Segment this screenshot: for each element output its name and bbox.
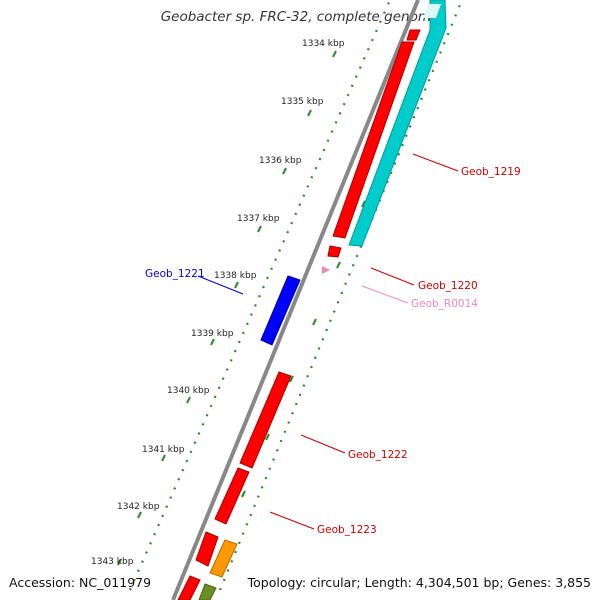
gene-arrow-blue[interactable] xyxy=(260,275,301,346)
gene-pink-marker[interactable] xyxy=(322,266,330,274)
tick-mark xyxy=(289,375,294,383)
gene-arrow-red-small[interactable] xyxy=(327,245,342,258)
tick-mark xyxy=(332,50,337,58)
outer-scale-track xyxy=(128,0,392,591)
gene-arrow-red[interactable] xyxy=(332,41,415,239)
accession-text: Accession: NC_011979 xyxy=(9,575,152,590)
gene-arrow-orange[interactable] xyxy=(209,539,238,578)
tick-label: 1340 kbp xyxy=(167,386,210,396)
tick-mark xyxy=(161,454,166,462)
tick-mark xyxy=(241,490,246,498)
genome-backbone xyxy=(171,0,420,600)
genome-summary-text: Topology: circular; Length: 4,304,501 bp… xyxy=(247,575,591,590)
gene-cyan-block[interactable] xyxy=(348,0,447,247)
tick-mark xyxy=(307,109,312,117)
tick-mark xyxy=(336,261,341,269)
gene-arrow-red-head[interactable] xyxy=(406,29,421,41)
inner-scale-track xyxy=(218,0,464,591)
tick-mark xyxy=(312,318,317,326)
tick-mark xyxy=(361,200,366,208)
leader-line-geob-1222 xyxy=(300,434,346,454)
gene-label-geob-1219[interactable]: Geob_1219 xyxy=(461,166,521,178)
gene-arrow-red-1223[interactable] xyxy=(214,467,250,525)
gene-label-geob-1220[interactable]: Geob_1220 xyxy=(418,280,478,292)
leader-line-geob-1220 xyxy=(370,267,415,286)
tick-label: 1339 kbp xyxy=(191,329,234,339)
outer-tick-marks xyxy=(117,50,337,566)
gene-label-geob-1223[interactable]: Geob_1223 xyxy=(317,524,377,536)
gene-label-geob-r0014[interactable]: Geob_R0014 xyxy=(411,298,478,310)
leader-line-geob-r0014 xyxy=(361,285,409,304)
tick-mark xyxy=(186,396,191,404)
tick-mark xyxy=(282,167,287,175)
gene-arrow-olive[interactable] xyxy=(198,583,217,600)
tick-labels: 1334 kbp 1335 kbp 1336 kbp 1337 kbp 1338… xyxy=(91,39,345,567)
leader-line-geob-1223 xyxy=(269,511,315,530)
tick-label: 1336 kbp xyxy=(259,156,302,166)
tick-label: 1334 kbp xyxy=(302,39,345,49)
tick-label: 1335 kbp xyxy=(281,97,324,107)
tick-label: 1341 kbp xyxy=(142,445,185,455)
tick-mark xyxy=(210,338,215,346)
gene-cyan-block-top xyxy=(423,4,441,18)
leader-line-geob-1219 xyxy=(412,153,459,172)
tick-mark xyxy=(257,225,262,233)
tick-mark xyxy=(234,281,239,289)
genome-title: Geobacter sp. FRC-32, complete genome xyxy=(160,9,440,25)
gene-arrow-red-bottom[interactable] xyxy=(177,575,201,600)
leader-line-geob-1221 xyxy=(197,275,244,295)
tick-mark xyxy=(265,433,270,441)
tick-label: 1342 kbp xyxy=(117,502,160,512)
tick-mark xyxy=(117,558,122,566)
tick-label: 1337 kbp xyxy=(237,214,280,224)
tick-label: 1338 kbp xyxy=(214,271,257,281)
tick-label: 1343 kbp xyxy=(91,557,134,567)
gene-label-geob-1222[interactable]: Geob_1222 xyxy=(348,449,408,461)
tick-mark xyxy=(137,511,142,519)
gene-arrow-red-1222[interactable] xyxy=(239,371,292,469)
gene-arrow-red-lower[interactable] xyxy=(195,531,219,567)
gene-label-geob-1221[interactable]: Geob_1221 xyxy=(145,268,205,280)
